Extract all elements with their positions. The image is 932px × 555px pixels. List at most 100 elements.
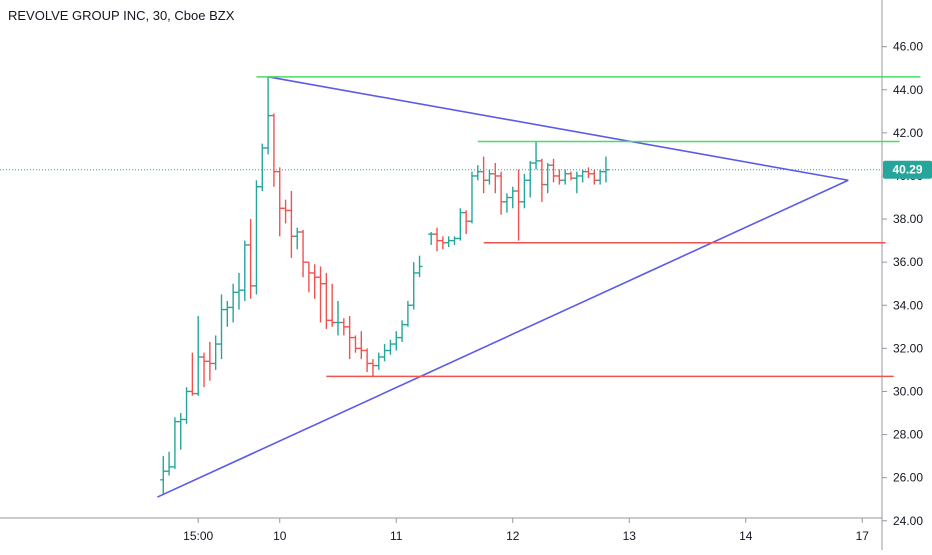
y-tick-label: 44.00 bbox=[893, 83, 923, 97]
ohlc-bar bbox=[195, 316, 202, 396]
ohlc-bar bbox=[463, 210, 470, 235]
ohlc-bar bbox=[224, 300, 231, 327]
last-price-badge-bg bbox=[883, 160, 932, 179]
ohlc-bar bbox=[533, 141, 540, 170]
chart-title: REVOLVE GROUP INC, 30, Cboe BZX bbox=[8, 8, 235, 23]
ohlc-bar bbox=[183, 387, 190, 424]
ohlc-bar bbox=[206, 341, 213, 381]
y-tick-label: 32.00 bbox=[893, 341, 923, 355]
y-tick-label: 26.00 bbox=[893, 471, 923, 485]
ohlc-bar bbox=[509, 186, 516, 209]
ohlc-bar bbox=[579, 169, 586, 183]
ohlc-bar bbox=[428, 231, 435, 245]
ohlc-bar bbox=[166, 451, 173, 476]
last-price-label: 40.29 bbox=[892, 163, 922, 177]
x-tick-label: 13 bbox=[623, 529, 637, 543]
ohlc-bar bbox=[346, 316, 353, 360]
ohlc-bar bbox=[305, 261, 312, 293]
ohlc-bar bbox=[387, 339, 394, 355]
ohlc-bar bbox=[550, 158, 557, 183]
y-tick-label: 38.00 bbox=[893, 212, 923, 226]
x-tick-label: 11 bbox=[390, 529, 403, 543]
ohlc-bar bbox=[247, 219, 254, 299]
ohlc-bar bbox=[451, 236, 458, 245]
ohlc-bar bbox=[568, 171, 574, 181]
ohlc-bar bbox=[480, 156, 487, 194]
ohlc-bar bbox=[177, 413, 184, 450]
ohlc-bar bbox=[474, 165, 481, 181]
ohlc-bar bbox=[171, 417, 178, 470]
last-price-badge: 40.29 bbox=[883, 160, 932, 179]
x-tick-label: 15:00 bbox=[183, 529, 213, 543]
ohlc-bar bbox=[259, 143, 266, 192]
ohlc-bar bbox=[410, 262, 417, 310]
ohlc-bar bbox=[393, 331, 400, 351]
x-tick-label: 10 bbox=[273, 529, 287, 543]
ohlc-bar bbox=[335, 300, 341, 336]
ohlc-bar bbox=[544, 163, 551, 194]
ohlc-bar bbox=[498, 171, 505, 215]
ohlc-bar bbox=[375, 352, 382, 370]
ohlc-bar bbox=[311, 264, 318, 299]
ohlc-bar bbox=[241, 240, 248, 301]
y-tick-label: 30.00 bbox=[893, 384, 923, 398]
ohlc-bar bbox=[381, 344, 388, 362]
ohlc-bar bbox=[201, 352, 208, 388]
ohlc-bar bbox=[468, 171, 475, 224]
x-tick-label: 17 bbox=[856, 529, 870, 543]
ohlc-bar bbox=[340, 318, 347, 336]
y-tick-label: 28.00 bbox=[893, 428, 923, 442]
y-tick-label: 46.00 bbox=[893, 40, 923, 54]
ohlc-bar bbox=[439, 236, 446, 250]
triangle-lower-trendline bbox=[157, 179, 849, 498]
ohlc-bar bbox=[189, 352, 196, 396]
ohlc-bar bbox=[230, 283, 237, 323]
ohlc-bar bbox=[492, 163, 499, 194]
ohlc-bar bbox=[276, 167, 283, 237]
ohlc-bar bbox=[515, 169, 522, 241]
ohlc-bar bbox=[369, 359, 376, 377]
ohlc-bar bbox=[282, 199, 289, 224]
ohlc-bar bbox=[457, 208, 464, 241]
ohlc-bar bbox=[300, 229, 307, 278]
ohlc-bar bbox=[416, 255, 423, 278]
ohlc-bar bbox=[288, 191, 295, 258]
y-tick-label: 24.00 bbox=[893, 514, 923, 528]
ohlc-bar bbox=[294, 227, 301, 250]
ohlc-bar bbox=[591, 169, 598, 185]
ohlc-bar bbox=[218, 294, 225, 360]
ohlc-bar bbox=[445, 236, 452, 248]
ohlc-bar bbox=[573, 171, 580, 194]
ohlc-bar bbox=[527, 160, 534, 198]
x-tick-label: 14 bbox=[739, 529, 753, 543]
ohlc-bar bbox=[521, 173, 528, 209]
ohlc-bar bbox=[329, 283, 336, 327]
x-tick-label: 12 bbox=[506, 529, 520, 543]
ohlc-bar bbox=[317, 266, 324, 323]
y-tick-label: 36.00 bbox=[893, 255, 923, 269]
ohlc-bar bbox=[212, 335, 219, 370]
triangle-upper-trendline bbox=[267, 76, 849, 182]
ohlc-bar bbox=[399, 320, 406, 342]
ohlc-bar bbox=[503, 193, 510, 213]
ohlc-bar bbox=[352, 335, 359, 353]
y-tick-label: 42.00 bbox=[893, 126, 923, 140]
ohlc-bar bbox=[270, 113, 277, 187]
ohlc-bar bbox=[160, 456, 167, 495]
ohlc-bar bbox=[538, 158, 545, 202]
ohlc-bar bbox=[358, 331, 365, 360]
ohlc-bar bbox=[434, 227, 441, 252]
ohlc-bar bbox=[597, 169, 604, 185]
ohlc-bar bbox=[253, 180, 260, 295]
y-tick-label: 34.00 bbox=[893, 298, 923, 312]
ohlc-bar bbox=[562, 169, 569, 185]
ohlc-bar bbox=[323, 272, 330, 329]
ohlc-bar bbox=[364, 348, 371, 373]
ohlc-bar bbox=[265, 76, 272, 155]
ohlc-bar bbox=[235, 272, 242, 310]
ohlc-bar bbox=[404, 300, 411, 327]
ohlc-bar bbox=[556, 169, 563, 185]
ohlc-bar bbox=[486, 169, 493, 185]
